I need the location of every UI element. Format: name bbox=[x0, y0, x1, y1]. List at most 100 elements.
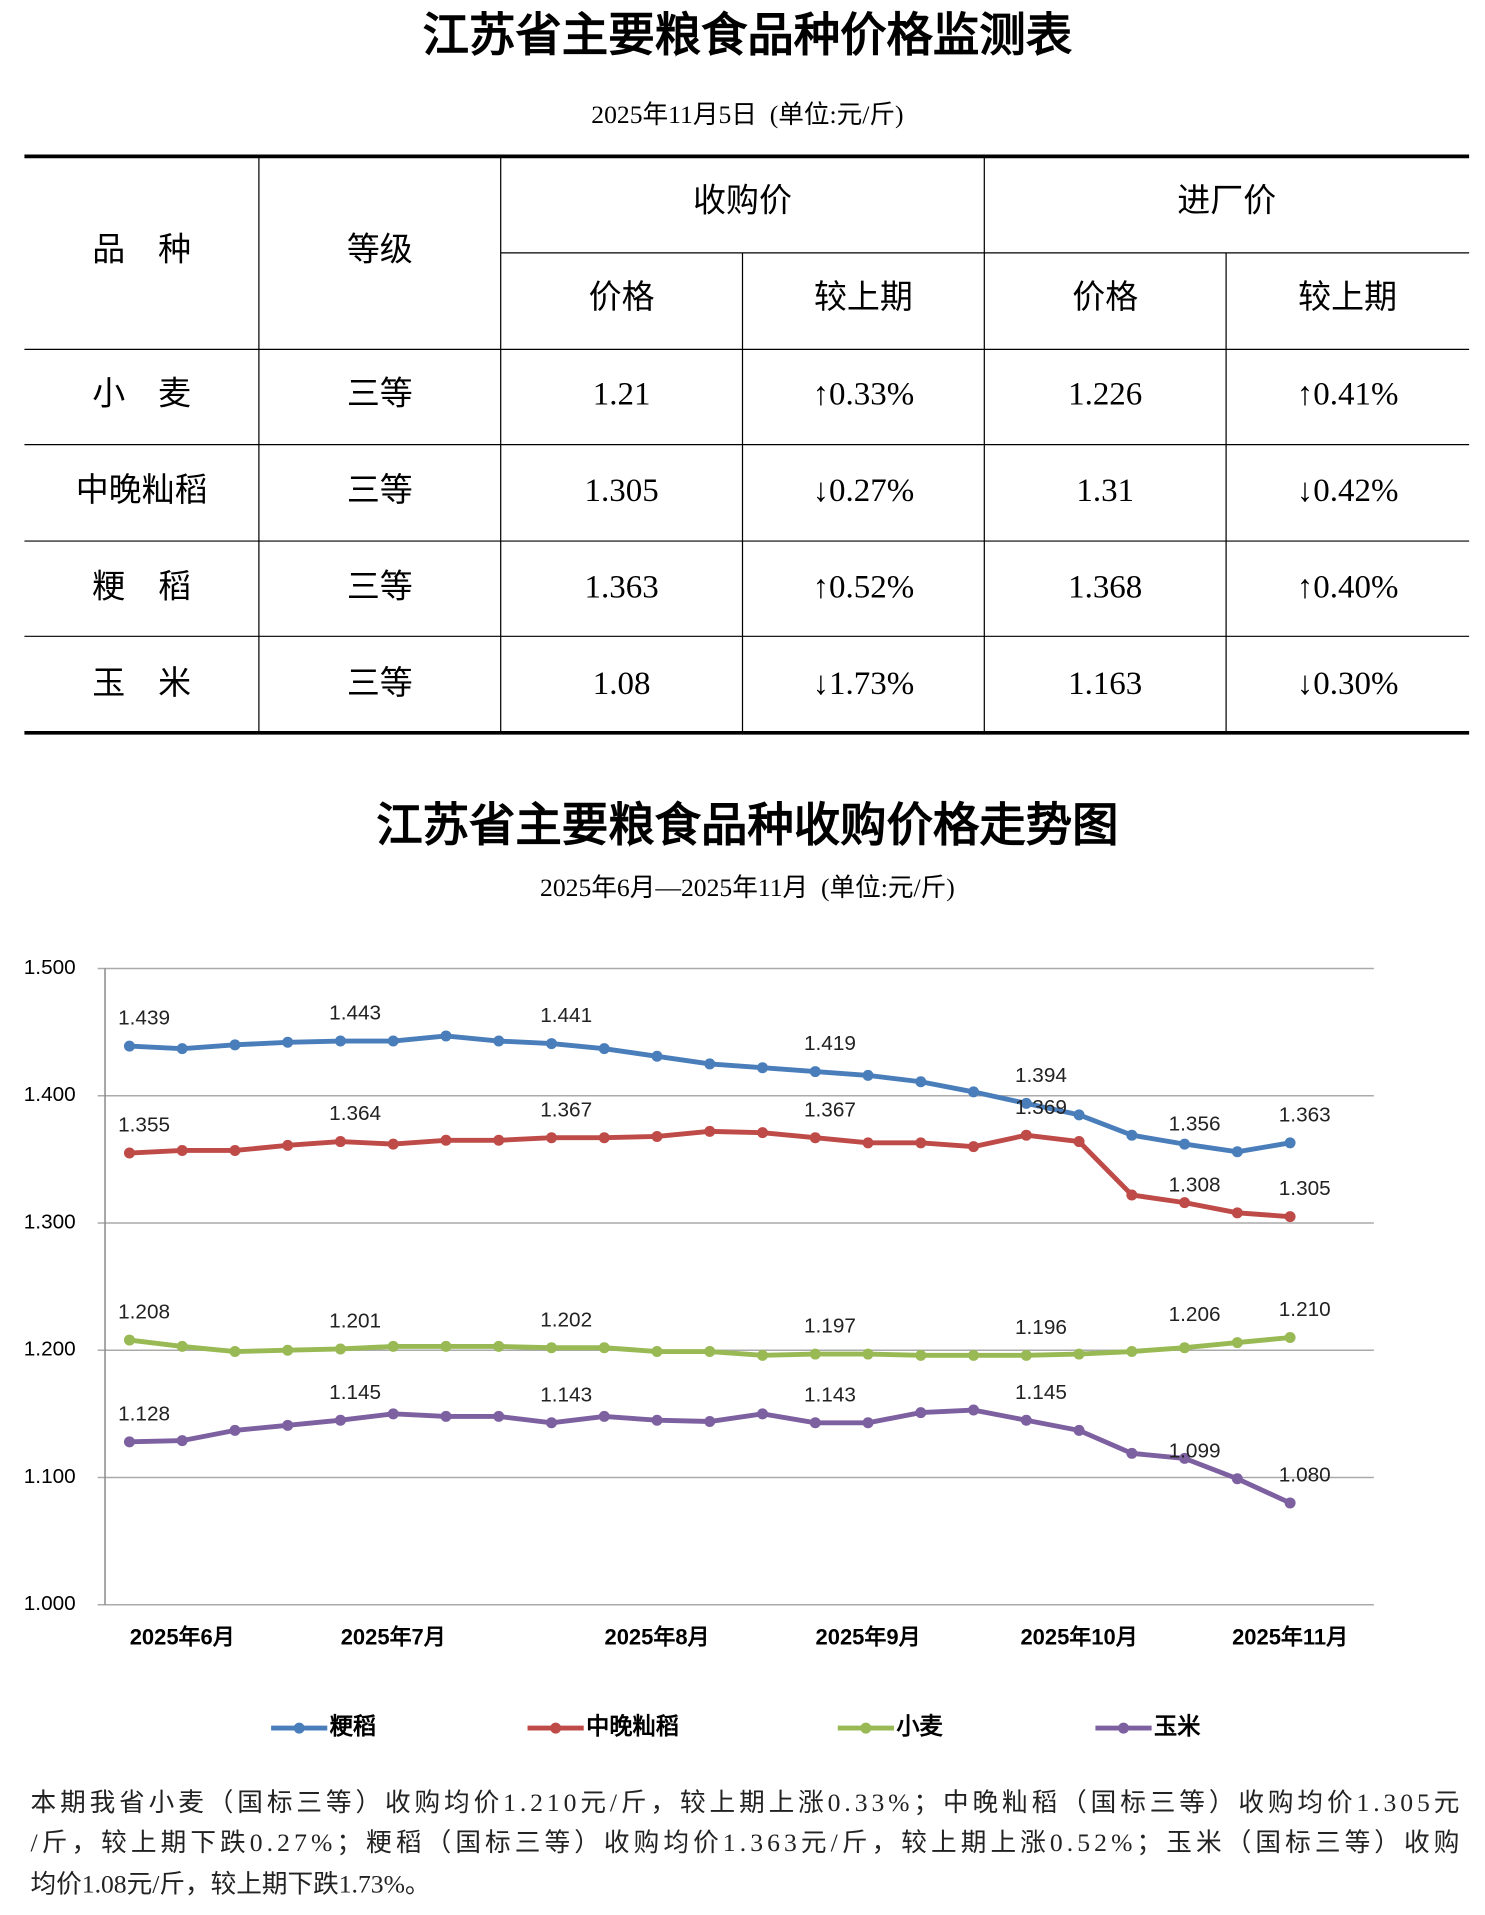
point bbox=[651, 1346, 663, 1358]
point bbox=[1126, 1129, 1138, 1141]
y-tick-label: 1.500 bbox=[24, 956, 76, 979]
point bbox=[229, 1144, 241, 1156]
point bbox=[809, 1132, 821, 1144]
point bbox=[598, 1410, 610, 1422]
point bbox=[862, 1137, 874, 1149]
point bbox=[704, 1058, 716, 1070]
data-label: 1.206 bbox=[1169, 1303, 1221, 1326]
point bbox=[704, 1416, 716, 1427]
data-label: 1.202 bbox=[540, 1308, 592, 1331]
point bbox=[1179, 1197, 1191, 1209]
data-label: 1.201 bbox=[329, 1310, 381, 1333]
point bbox=[704, 1346, 716, 1358]
point bbox=[1284, 1332, 1296, 1344]
footer-text: /斤，较上期下跌0.27%；粳稻（国标三等）收购均价1.363元/斤，较上期上涨… bbox=[31, 1828, 1460, 1857]
point bbox=[598, 1132, 610, 1144]
table-cell: 1.368 bbox=[1068, 569, 1142, 605]
point bbox=[546, 1038, 557, 1050]
table-cell: ↓1.73% bbox=[813, 666, 915, 702]
point bbox=[387, 1035, 399, 1047]
data-label: 1.308 bbox=[1169, 1173, 1221, 1196]
data-label: 1.143 bbox=[804, 1383, 856, 1406]
data-label: 1.128 bbox=[118, 1402, 170, 1425]
subtitle: 2025年11月5日 (单位:元/斤) bbox=[591, 100, 903, 129]
data-label: 1.369 bbox=[1015, 1096, 1067, 1119]
point bbox=[176, 1144, 188, 1156]
table-header: 价格 bbox=[1072, 279, 1138, 316]
data-label: 1.196 bbox=[1015, 1316, 1067, 1339]
legend-marker bbox=[1118, 1722, 1130, 1734]
table-cell: ↑0.33% bbox=[813, 377, 915, 413]
table-cell: 三等 bbox=[347, 376, 413, 413]
table-cell: ↑0.52% bbox=[813, 569, 915, 605]
point bbox=[598, 1043, 610, 1055]
legend-label: 中晚籼稻 bbox=[586, 1713, 679, 1739]
point bbox=[123, 1040, 135, 1052]
point bbox=[1231, 1473, 1243, 1485]
table-cell: 玉 米 bbox=[92, 665, 191, 702]
point bbox=[862, 1069, 874, 1081]
point bbox=[334, 1136, 346, 1148]
point bbox=[493, 1035, 505, 1047]
point bbox=[862, 1348, 874, 1360]
point bbox=[651, 1414, 663, 1426]
point bbox=[1231, 1337, 1243, 1349]
series-line bbox=[129, 1128, 1291, 1220]
table-cell: 粳 稻 bbox=[92, 568, 191, 605]
point bbox=[915, 1076, 927, 1088]
point bbox=[1126, 1189, 1138, 1201]
table-cell: 1.305 bbox=[585, 473, 659, 509]
point bbox=[1284, 1137, 1296, 1149]
point bbox=[809, 1348, 821, 1360]
table-cell: 1.21 bbox=[593, 377, 651, 413]
legend-marker bbox=[860, 1722, 872, 1734]
point bbox=[862, 1417, 874, 1429]
data-label: 1.367 bbox=[804, 1098, 856, 1121]
point bbox=[282, 1036, 294, 1048]
table-cell: ↑0.40% bbox=[1297, 569, 1399, 605]
point bbox=[1284, 1497, 1296, 1509]
table-header: 较上期 bbox=[814, 279, 913, 316]
x-tick-label: 2025年7月 bbox=[341, 1625, 446, 1650]
point bbox=[704, 1125, 716, 1137]
data-label: 1.145 bbox=[329, 1381, 381, 1404]
point bbox=[1179, 1342, 1191, 1354]
point bbox=[1073, 1109, 1085, 1121]
point bbox=[229, 1039, 241, 1051]
point bbox=[387, 1340, 399, 1352]
point bbox=[757, 1349, 769, 1361]
x-tick-label: 2025年9月 bbox=[816, 1625, 921, 1650]
data-label: 1.363 bbox=[1279, 1103, 1331, 1126]
legend-label: 粳稻 bbox=[330, 1713, 376, 1739]
table-lines bbox=[24, 154, 1470, 735]
data-label: 1.364 bbox=[329, 1102, 381, 1125]
data-label: 1.355 bbox=[118, 1114, 170, 1137]
point bbox=[1073, 1136, 1085, 1148]
point bbox=[1126, 1447, 1138, 1459]
point bbox=[282, 1419, 294, 1431]
legend-label: 玉米 bbox=[1154, 1713, 1201, 1739]
y-tick-label: 1.100 bbox=[24, 1465, 76, 1488]
point bbox=[757, 1408, 769, 1420]
point bbox=[915, 1349, 927, 1361]
point bbox=[493, 1340, 505, 1352]
point bbox=[1231, 1146, 1243, 1158]
table-cell: 1.363 bbox=[585, 569, 659, 605]
y-tick-label: 1.000 bbox=[24, 1592, 76, 1615]
data-label: 1.197 bbox=[804, 1315, 856, 1338]
point bbox=[1231, 1207, 1243, 1219]
chart-title: 江苏省主要粮食品种收购价格走势图 bbox=[376, 800, 1118, 852]
table-cell: 小 麦 bbox=[92, 376, 191, 413]
point bbox=[387, 1408, 399, 1420]
point bbox=[176, 1435, 188, 1447]
point bbox=[1179, 1138, 1191, 1150]
point bbox=[334, 1343, 346, 1355]
data-label: 1.443 bbox=[329, 1002, 381, 1025]
footer-text: 本期我省小麦（国标三等）收购均价1.210元/斤，较上期上涨0.33%；中晚籼稻… bbox=[31, 1788, 1460, 1817]
table-cell: 三等 bbox=[347, 568, 413, 605]
x-tick-label: 2025年8月 bbox=[604, 1625, 709, 1650]
y-tick-label: 1.200 bbox=[24, 1338, 76, 1361]
point bbox=[968, 1086, 980, 1098]
point bbox=[968, 1349, 980, 1361]
point bbox=[493, 1134, 505, 1146]
